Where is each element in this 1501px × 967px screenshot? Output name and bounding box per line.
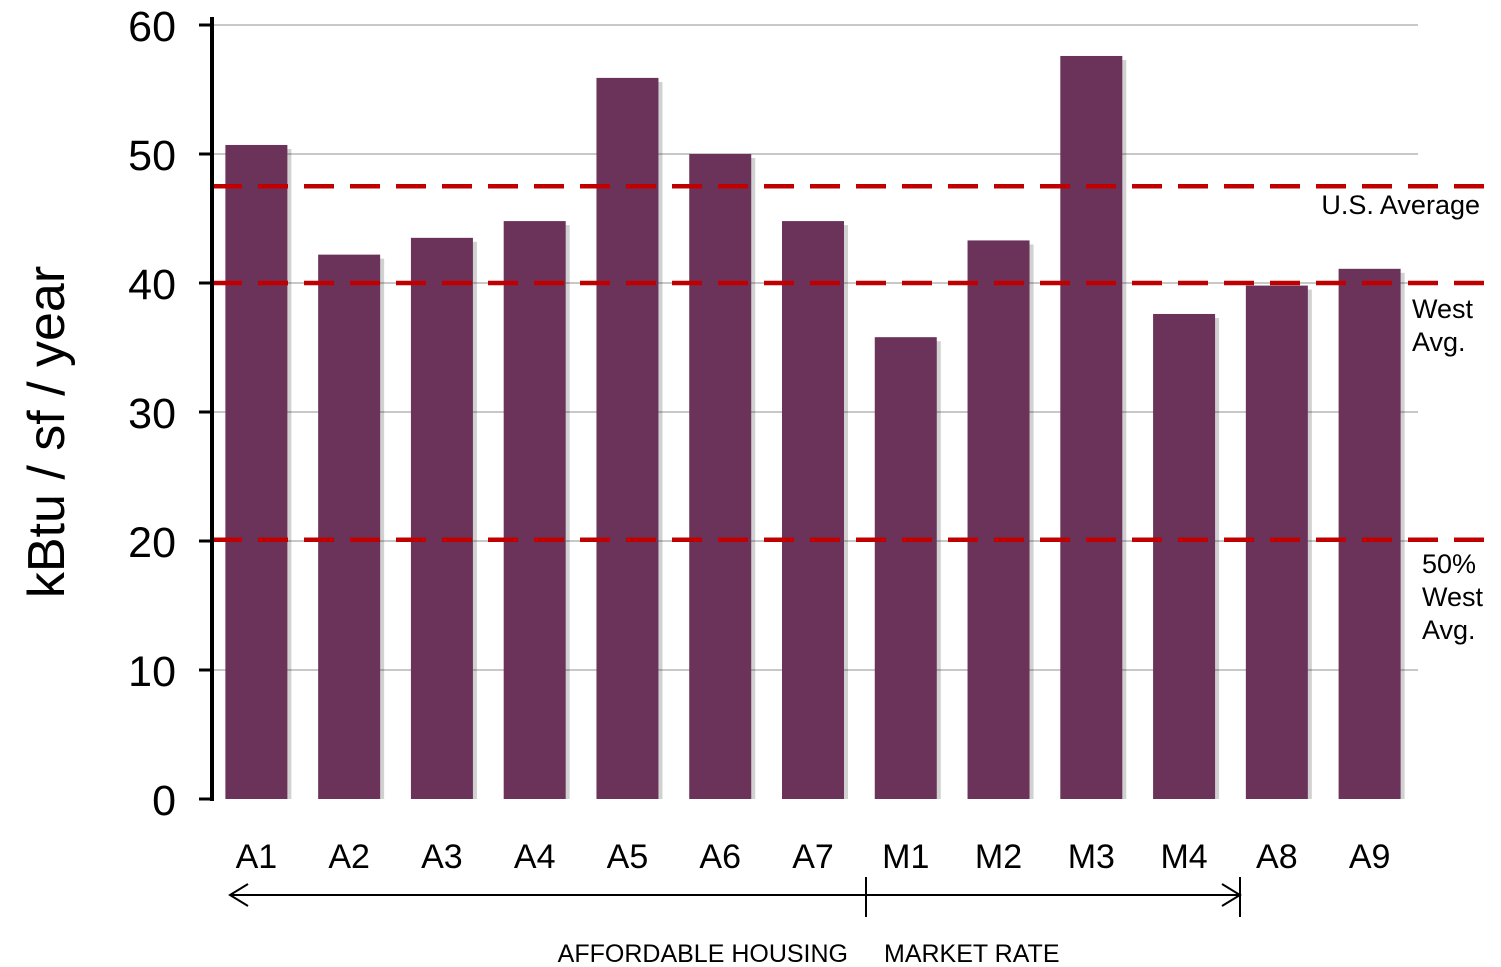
- x-tick-label: A8: [1256, 838, 1298, 876]
- x-tick-label: M4: [1160, 838, 1207, 876]
- y-tick-label: 0: [152, 777, 176, 825]
- group-label-market-rate: MARKET RATE: [884, 940, 1060, 967]
- x-tick-label: A1: [236, 838, 278, 876]
- x-tick-label: M1: [882, 838, 929, 876]
- arrow-left-head: [228, 883, 249, 907]
- bar-M2: [967, 240, 1030, 799]
- bar-A5: [596, 77, 659, 799]
- bar-M1: [874, 337, 937, 799]
- x-tick-label: A4: [514, 838, 556, 876]
- bars: [225, 55, 1405, 800]
- arrow-right-head: [1221, 883, 1242, 907]
- bar-A9: [1338, 268, 1401, 799]
- reference-line-label: U.S. Average: [1321, 190, 1480, 220]
- labels: 0 10 20 30 40 50 60 A1 A2 A3 A4 A5 A6 A7 M1 M2 M3 M4 A8 A9 U…: [128, 3, 1483, 967]
- x-tick-label: A2: [328, 838, 370, 876]
- bar-A8: [1245, 285, 1308, 800]
- bar-M3: [1060, 55, 1123, 799]
- bar-A1: [225, 144, 288, 800]
- x-tick-label: M3: [1068, 838, 1115, 876]
- y-tick-label: 40: [128, 261, 176, 309]
- reference-line-label: West Avg.: [1412, 294, 1474, 357]
- y-tick-label: 60: [128, 3, 176, 51]
- y-tick-label: 30: [128, 390, 176, 438]
- x-tick-label: A3: [421, 838, 463, 876]
- x-tick-label: A7: [792, 838, 834, 876]
- axes: [199, 17, 1242, 917]
- reference-line-label: 50% West Avg.: [1422, 549, 1484, 645]
- reference-lines: [212, 184, 1490, 542]
- bar-A7: [782, 221, 844, 799]
- y-tick-label: 50: [128, 132, 176, 180]
- bar-A6: [689, 154, 752, 799]
- bar-A3: [410, 237, 473, 800]
- y-tick-label: 20: [128, 519, 176, 567]
- y-axis-title: kBtu / sf / year: [18, 266, 76, 598]
- x-tick-label: A6: [699, 838, 741, 876]
- y-tick-label: 10: [128, 648, 176, 696]
- x-tick-label: M2: [975, 838, 1022, 876]
- group-label-affordable-housing: AFFORDABLE HOUSING: [558, 940, 848, 967]
- bar-A2: [318, 254, 381, 799]
- bar-M4: [1153, 313, 1216, 799]
- x-tick-label: A9: [1349, 838, 1391, 876]
- x-tick-label: A5: [607, 838, 649, 876]
- bar-A4: [503, 221, 566, 799]
